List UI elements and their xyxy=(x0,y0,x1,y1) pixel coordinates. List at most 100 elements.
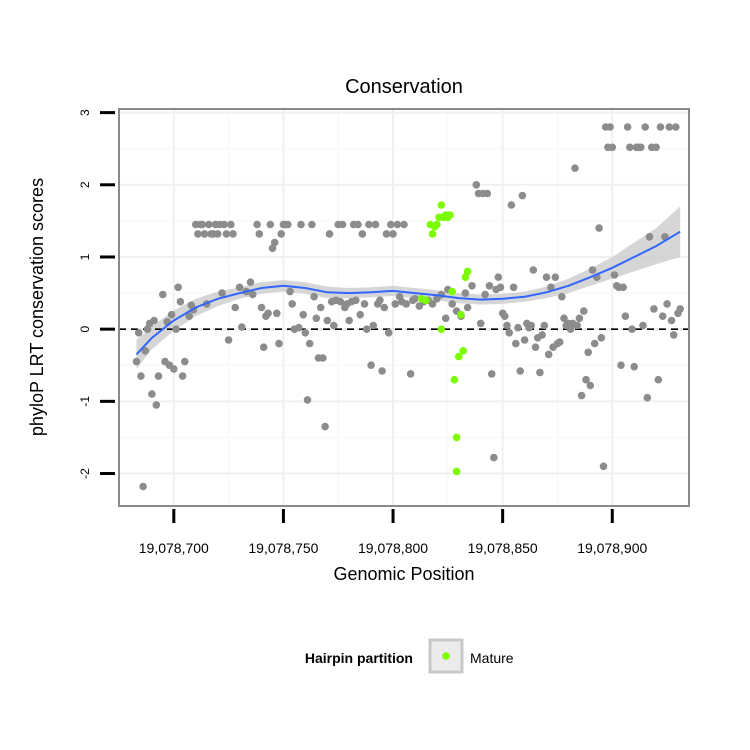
other-point xyxy=(174,283,182,292)
other-point xyxy=(275,339,283,348)
other-point xyxy=(288,300,297,308)
other-point xyxy=(566,325,575,334)
other-point xyxy=(669,331,678,339)
other-point xyxy=(270,238,279,247)
other-point xyxy=(542,273,551,282)
other-point xyxy=(150,316,158,325)
other-point xyxy=(371,220,380,229)
other-point xyxy=(310,292,318,301)
other-point xyxy=(573,321,581,330)
other-point xyxy=(389,230,397,238)
other-point xyxy=(580,307,588,315)
other-point xyxy=(597,334,606,342)
mature-point xyxy=(461,273,470,282)
y-tick-label: 0 xyxy=(78,326,92,333)
other-point xyxy=(312,314,321,323)
x-tick-label: 19,078,900 xyxy=(577,540,647,556)
other-point xyxy=(538,331,546,339)
other-point xyxy=(485,282,494,290)
other-point xyxy=(544,350,553,359)
other-point xyxy=(476,319,485,328)
other-point xyxy=(253,220,261,229)
other-point xyxy=(358,230,367,238)
other-point xyxy=(461,289,470,297)
other-point xyxy=(540,321,549,330)
other-point xyxy=(321,422,329,431)
other-point xyxy=(152,401,161,409)
legend-entry-mature: Mature xyxy=(470,650,514,666)
other-point xyxy=(667,316,676,325)
other-point xyxy=(299,310,308,319)
other-point xyxy=(494,273,503,282)
other-point xyxy=(308,220,316,229)
other-point xyxy=(577,391,586,400)
chart-title: Conservation xyxy=(345,76,463,98)
other-point xyxy=(246,278,255,287)
other-point xyxy=(663,300,671,308)
other-point xyxy=(185,312,193,321)
other-point xyxy=(610,271,619,279)
other-point xyxy=(463,303,472,312)
other-point xyxy=(560,314,568,323)
other-point xyxy=(547,283,555,292)
other-point xyxy=(167,310,176,319)
other-point xyxy=(345,316,354,325)
other-point xyxy=(257,303,266,312)
other-point xyxy=(376,296,384,305)
other-point xyxy=(259,343,268,352)
other-point xyxy=(319,354,327,362)
other-point xyxy=(235,283,244,292)
other-point xyxy=(220,220,228,229)
other-point xyxy=(222,230,231,238)
other-point xyxy=(487,370,496,378)
other-point xyxy=(652,143,660,152)
other-point xyxy=(676,305,684,313)
other-point xyxy=(387,220,395,229)
y-tick-label: 1 xyxy=(78,253,92,260)
y-axis-label: phyloP LRT conservation scores xyxy=(27,178,47,436)
mature-point xyxy=(463,267,472,276)
other-point xyxy=(384,329,393,337)
other-point xyxy=(468,282,476,290)
mature-point xyxy=(437,201,446,209)
other-point xyxy=(295,323,303,332)
other-point xyxy=(170,365,178,373)
other-point xyxy=(305,339,314,348)
other-point xyxy=(148,390,156,398)
other-point xyxy=(176,297,185,306)
other-point xyxy=(391,300,400,308)
other-point xyxy=(656,123,665,131)
other-point xyxy=(181,357,189,366)
other-point xyxy=(264,309,272,318)
other-point xyxy=(352,296,360,305)
mature-point xyxy=(448,287,457,296)
other-point xyxy=(520,336,529,344)
x-tick-label: 19,078,850 xyxy=(468,540,538,556)
other-point xyxy=(643,393,652,402)
other-point xyxy=(402,300,411,308)
other-point xyxy=(490,453,498,462)
other-point xyxy=(277,230,286,238)
other-point xyxy=(367,361,375,370)
other-point xyxy=(316,303,325,312)
legend: Hairpin partition Mature xyxy=(305,638,514,674)
other-point xyxy=(658,312,667,321)
other-point xyxy=(303,396,312,404)
other-points xyxy=(132,123,684,491)
mature-points xyxy=(417,201,472,476)
other-point xyxy=(218,289,226,297)
other-point xyxy=(621,312,630,321)
other-point xyxy=(428,300,437,308)
other-point xyxy=(213,230,222,238)
other-point xyxy=(360,300,369,308)
other-point xyxy=(599,462,608,471)
mature-point xyxy=(455,352,463,361)
other-point xyxy=(141,347,150,355)
other-point xyxy=(178,372,187,380)
other-point xyxy=(159,290,167,299)
other-point xyxy=(665,123,674,131)
mature-point xyxy=(457,310,465,319)
other-point xyxy=(590,339,599,348)
other-point xyxy=(582,375,590,384)
